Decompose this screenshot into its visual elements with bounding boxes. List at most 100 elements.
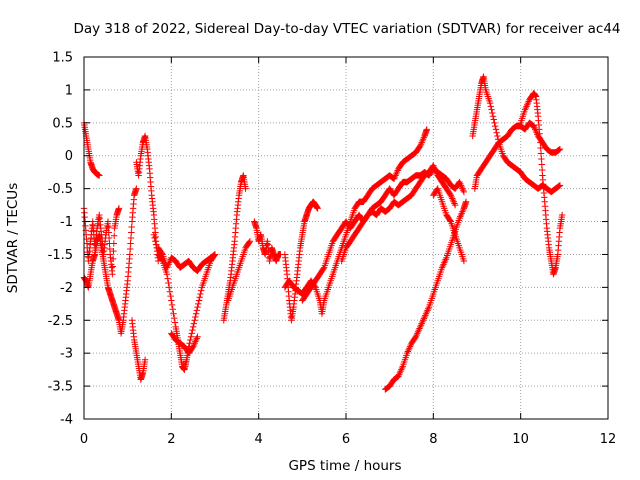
data-point [490, 116, 497, 123]
data-point [106, 245, 114, 253]
series-trace-j [224, 238, 254, 304]
data-point [423, 126, 430, 133]
data-point [109, 263, 116, 270]
data-point [165, 279, 172, 287]
data-point [141, 356, 149, 363]
data-point [189, 323, 197, 331]
data-point [167, 292, 174, 300]
data-point [190, 320, 198, 327]
data-point [195, 297, 203, 304]
data-point [111, 232, 118, 240]
data-point [193, 307, 201, 314]
data-point [538, 161, 545, 168]
data-point [411, 334, 419, 342]
data-point [489, 113, 497, 120]
data-point [556, 145, 564, 153]
data-point [487, 103, 495, 110]
data-point [494, 132, 501, 140]
data-point [170, 310, 177, 317]
data-point [555, 147, 562, 154]
data-point [104, 218, 112, 225]
data-point [128, 223, 135, 231]
data-point [192, 313, 199, 321]
data-point [127, 245, 134, 253]
data-point [115, 205, 123, 212]
x-axis-label: GPS time / hours [288, 458, 401, 474]
series-trace-k [251, 218, 284, 265]
x-tick-label: 10 [512, 432, 529, 447]
x-tick-label: 2 [167, 432, 175, 447]
y-tick-label: 1.5 [52, 51, 73, 66]
x-tick-label: 4 [255, 432, 263, 447]
data-point [242, 185, 249, 192]
data-point [489, 109, 496, 117]
data-point [152, 241, 160, 248]
data-point [446, 217, 454, 224]
series-trace-p [382, 198, 470, 393]
data-point [462, 198, 470, 205]
data-point [133, 185, 140, 192]
data-point [194, 303, 201, 311]
data-point [192, 310, 200, 317]
data-point [187, 336, 194, 344]
series-trace-m [281, 126, 430, 317]
y-tick-label: -3.5 [48, 380, 73, 395]
series-trace-e [133, 132, 162, 265]
data-point [460, 257, 468, 265]
data-point [492, 126, 500, 133]
data-point [196, 294, 203, 301]
series-trace-h [168, 330, 201, 357]
data-point [558, 211, 566, 219]
y-tick-label: 1 [65, 83, 73, 98]
data-point [187, 333, 195, 340]
data-point [556, 182, 564, 189]
data-point [96, 172, 103, 179]
y-tick-label: 0.5 [52, 116, 73, 131]
data-point [556, 146, 563, 153]
data-point [150, 231, 158, 238]
data-point [537, 150, 545, 157]
y-tick-label: -3 [60, 347, 73, 362]
x-tick-label: 12 [600, 432, 617, 447]
data-point [446, 190, 454, 198]
data-point [314, 205, 321, 212]
data-point [195, 300, 202, 308]
data-point [169, 306, 176, 313]
y-tick-label: -1.5 [48, 248, 73, 263]
y-tick-label: -2 [60, 281, 73, 296]
data-point [168, 301, 176, 309]
data-point [433, 186, 441, 193]
axis-ticks: -4 -3.5 -3 -2.5 -2 -1.5 -1 -0.5 0 0.5 1 1.5 0 2 4 6 8 10 1… [48, 51, 617, 448]
data-point [194, 333, 201, 340]
data-point [158, 250, 166, 257]
data-point [165, 284, 173, 291]
series-trace-g [155, 244, 219, 275]
data-point [152, 238, 159, 245]
data-point [127, 234, 135, 242]
data-point [189, 344, 196, 351]
data-point [491, 119, 498, 127]
data-point [126, 251, 134, 258]
data-point [210, 252, 217, 259]
data-point [105, 234, 113, 242]
data-point [110, 240, 118, 247]
data-point [105, 223, 112, 231]
series-trace-d [128, 317, 149, 383]
data-point [416, 143, 423, 151]
data-point [451, 201, 459, 209]
series-trace-o [338, 162, 459, 265]
data-point [320, 265, 327, 272]
series-trace-s [471, 119, 564, 192]
data-point [151, 234, 158, 242]
series-trace-r [469, 73, 564, 196]
data-point [163, 271, 171, 278]
data-point [537, 144, 544, 152]
data-point [164, 275, 171, 282]
data-points [80, 73, 566, 393]
data-point [555, 183, 562, 190]
data-point [246, 239, 253, 246]
data-point [488, 106, 495, 113]
data-point [127, 240, 134, 247]
